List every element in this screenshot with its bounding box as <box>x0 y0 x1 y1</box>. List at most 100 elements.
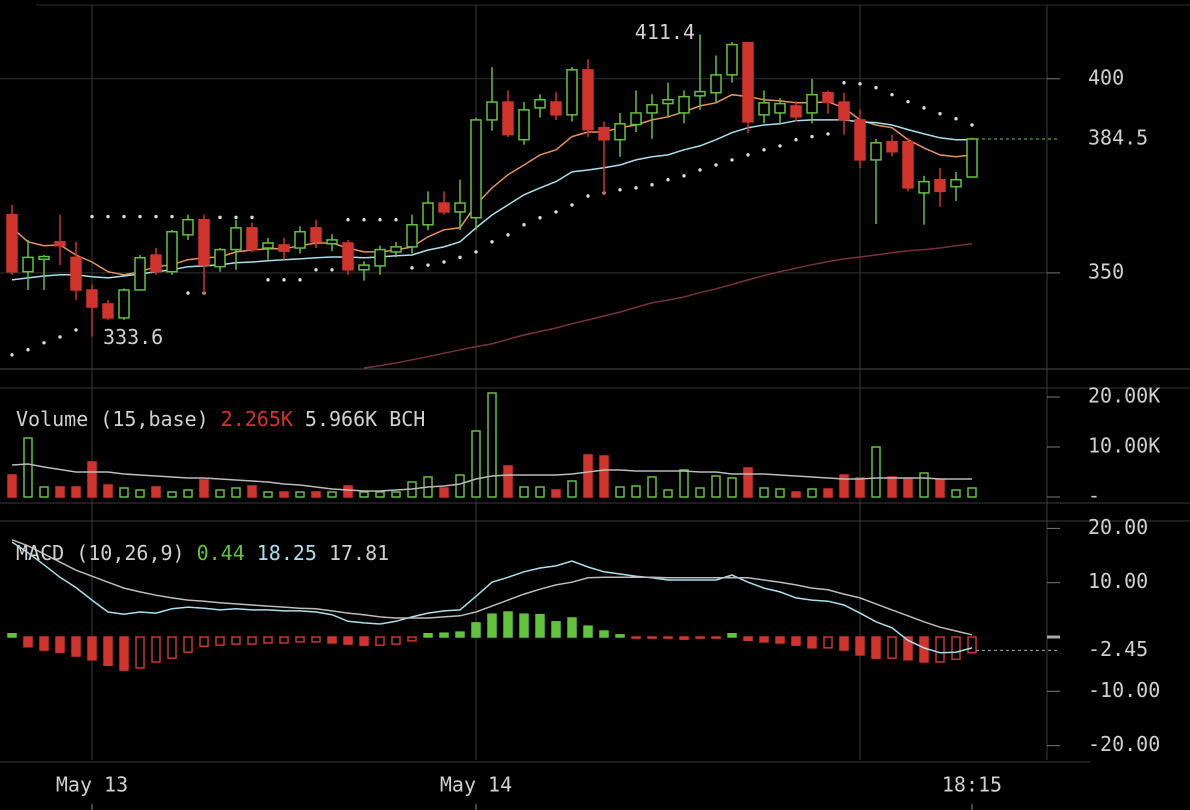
candle-body <box>934 178 946 193</box>
candle-body <box>502 101 514 136</box>
candle-body <box>534 98 546 109</box>
macd-histogram-bar <box>695 636 705 639</box>
volume-bar <box>759 487 769 498</box>
volume-bar <box>551 489 561 498</box>
volume-bar <box>791 491 801 498</box>
macd-histogram-bar <box>791 636 801 646</box>
y-tick-label: 20.00 <box>1088 515 1148 539</box>
candle-body <box>486 101 498 121</box>
volume-bar <box>199 479 209 498</box>
sar-dot <box>282 278 286 282</box>
candle-body <box>566 69 578 116</box>
candle-body <box>806 93 818 114</box>
sar-dot <box>762 148 766 152</box>
candle-body <box>118 289 130 319</box>
macd-histogram-bar <box>183 636 193 653</box>
macd-histogram-bar <box>503 611 513 638</box>
macd-histogram-bar <box>551 621 561 638</box>
y-tick-label: 400 <box>1088 65 1124 89</box>
macd-histogram-bar <box>215 636 225 646</box>
sar-dot <box>794 138 798 142</box>
y-tick-label: 10.00 <box>1088 569 1148 593</box>
volume-bar <box>23 437 33 498</box>
macd-histogram-bar <box>199 636 209 647</box>
macd-histogram-bar <box>535 613 545 638</box>
candle-body <box>518 109 530 141</box>
sar-dot <box>122 214 126 219</box>
sar-dot <box>858 82 862 86</box>
candle-body <box>262 242 274 249</box>
candle-body <box>342 242 354 271</box>
volume-bar <box>567 480 577 498</box>
volume-average-line <box>11 463 972 492</box>
macd-histogram-bar <box>247 636 257 645</box>
candle-body <box>742 41 754 123</box>
volume-bar <box>343 485 353 498</box>
macd-histogram-bar <box>775 636 785 644</box>
macd-line <box>11 541 973 654</box>
candle-body <box>422 202 434 226</box>
sar-dot <box>442 260 446 264</box>
volume-bar <box>503 465 513 498</box>
macd-histogram-bar <box>951 636 961 661</box>
candle-body <box>38 255 50 261</box>
sar-dot <box>586 194 590 198</box>
legend-title: Volume (15,base) <box>16 407 209 431</box>
volume-bar <box>455 474 465 498</box>
candle-body <box>662 98 674 105</box>
candle-body <box>902 140 914 189</box>
macd-histogram-bar <box>23 636 33 648</box>
volume-bar <box>807 488 817 498</box>
macd-histogram-bar <box>167 636 177 659</box>
macd-histogram-bar <box>311 636 321 643</box>
macd-histogram-bar <box>119 636 129 671</box>
volume-bar <box>39 486 49 498</box>
sar-dot <box>634 186 638 190</box>
legend-title: MACD (10,26,9) <box>16 541 185 565</box>
macd-histogram-bar <box>391 636 401 645</box>
macd-histogram-bar <box>935 636 945 663</box>
macd-histogram-bar <box>135 636 145 669</box>
volume-bar <box>375 491 385 498</box>
candle-body <box>230 227 242 251</box>
volume-bar <box>727 477 737 498</box>
x-tick-label: May 13 <box>56 773 128 797</box>
macd-histogram-bar <box>887 636 897 659</box>
macd-histogram-bar <box>583 625 593 638</box>
volume-bar <box>951 489 961 498</box>
candle-body <box>454 202 466 213</box>
sar-dot <box>394 217 398 222</box>
macd-histogram-bar <box>87 636 97 661</box>
sar-dot <box>506 233 510 237</box>
candle-body <box>950 178 962 188</box>
volume-bar <box>823 488 833 498</box>
x-tick-label: 18:15 <box>942 773 1002 797</box>
sar-dot <box>810 134 814 139</box>
sar-dot <box>922 106 926 110</box>
macd-histogram-bar <box>407 636 417 642</box>
macd-histogram-bar <box>231 636 241 645</box>
sar-dot <box>490 240 494 244</box>
volume-bar <box>695 487 705 498</box>
macd-histogram-bar <box>839 636 849 651</box>
sar-dot <box>938 112 942 116</box>
sar-dot <box>554 210 558 214</box>
candle-body <box>246 227 258 251</box>
macd-histogram-bar <box>647 636 657 639</box>
sar-dot <box>106 214 110 219</box>
y-tick-label: -10.00 <box>1088 678 1160 702</box>
candle-body <box>198 218 210 266</box>
volume-bar <box>871 446 881 498</box>
volume-bar <box>471 430 481 498</box>
sar-dot <box>906 99 910 104</box>
volume-bar <box>215 489 225 498</box>
macd-histogram-bar <box>279 636 289 644</box>
macd-histogram-bar <box>807 636 817 649</box>
sar-dot <box>826 132 830 136</box>
candle-body <box>598 126 610 141</box>
macd-histogram-bar <box>7 633 17 638</box>
candle-body <box>694 90 706 97</box>
volume-bar <box>535 486 545 498</box>
candle-body <box>134 256 146 291</box>
